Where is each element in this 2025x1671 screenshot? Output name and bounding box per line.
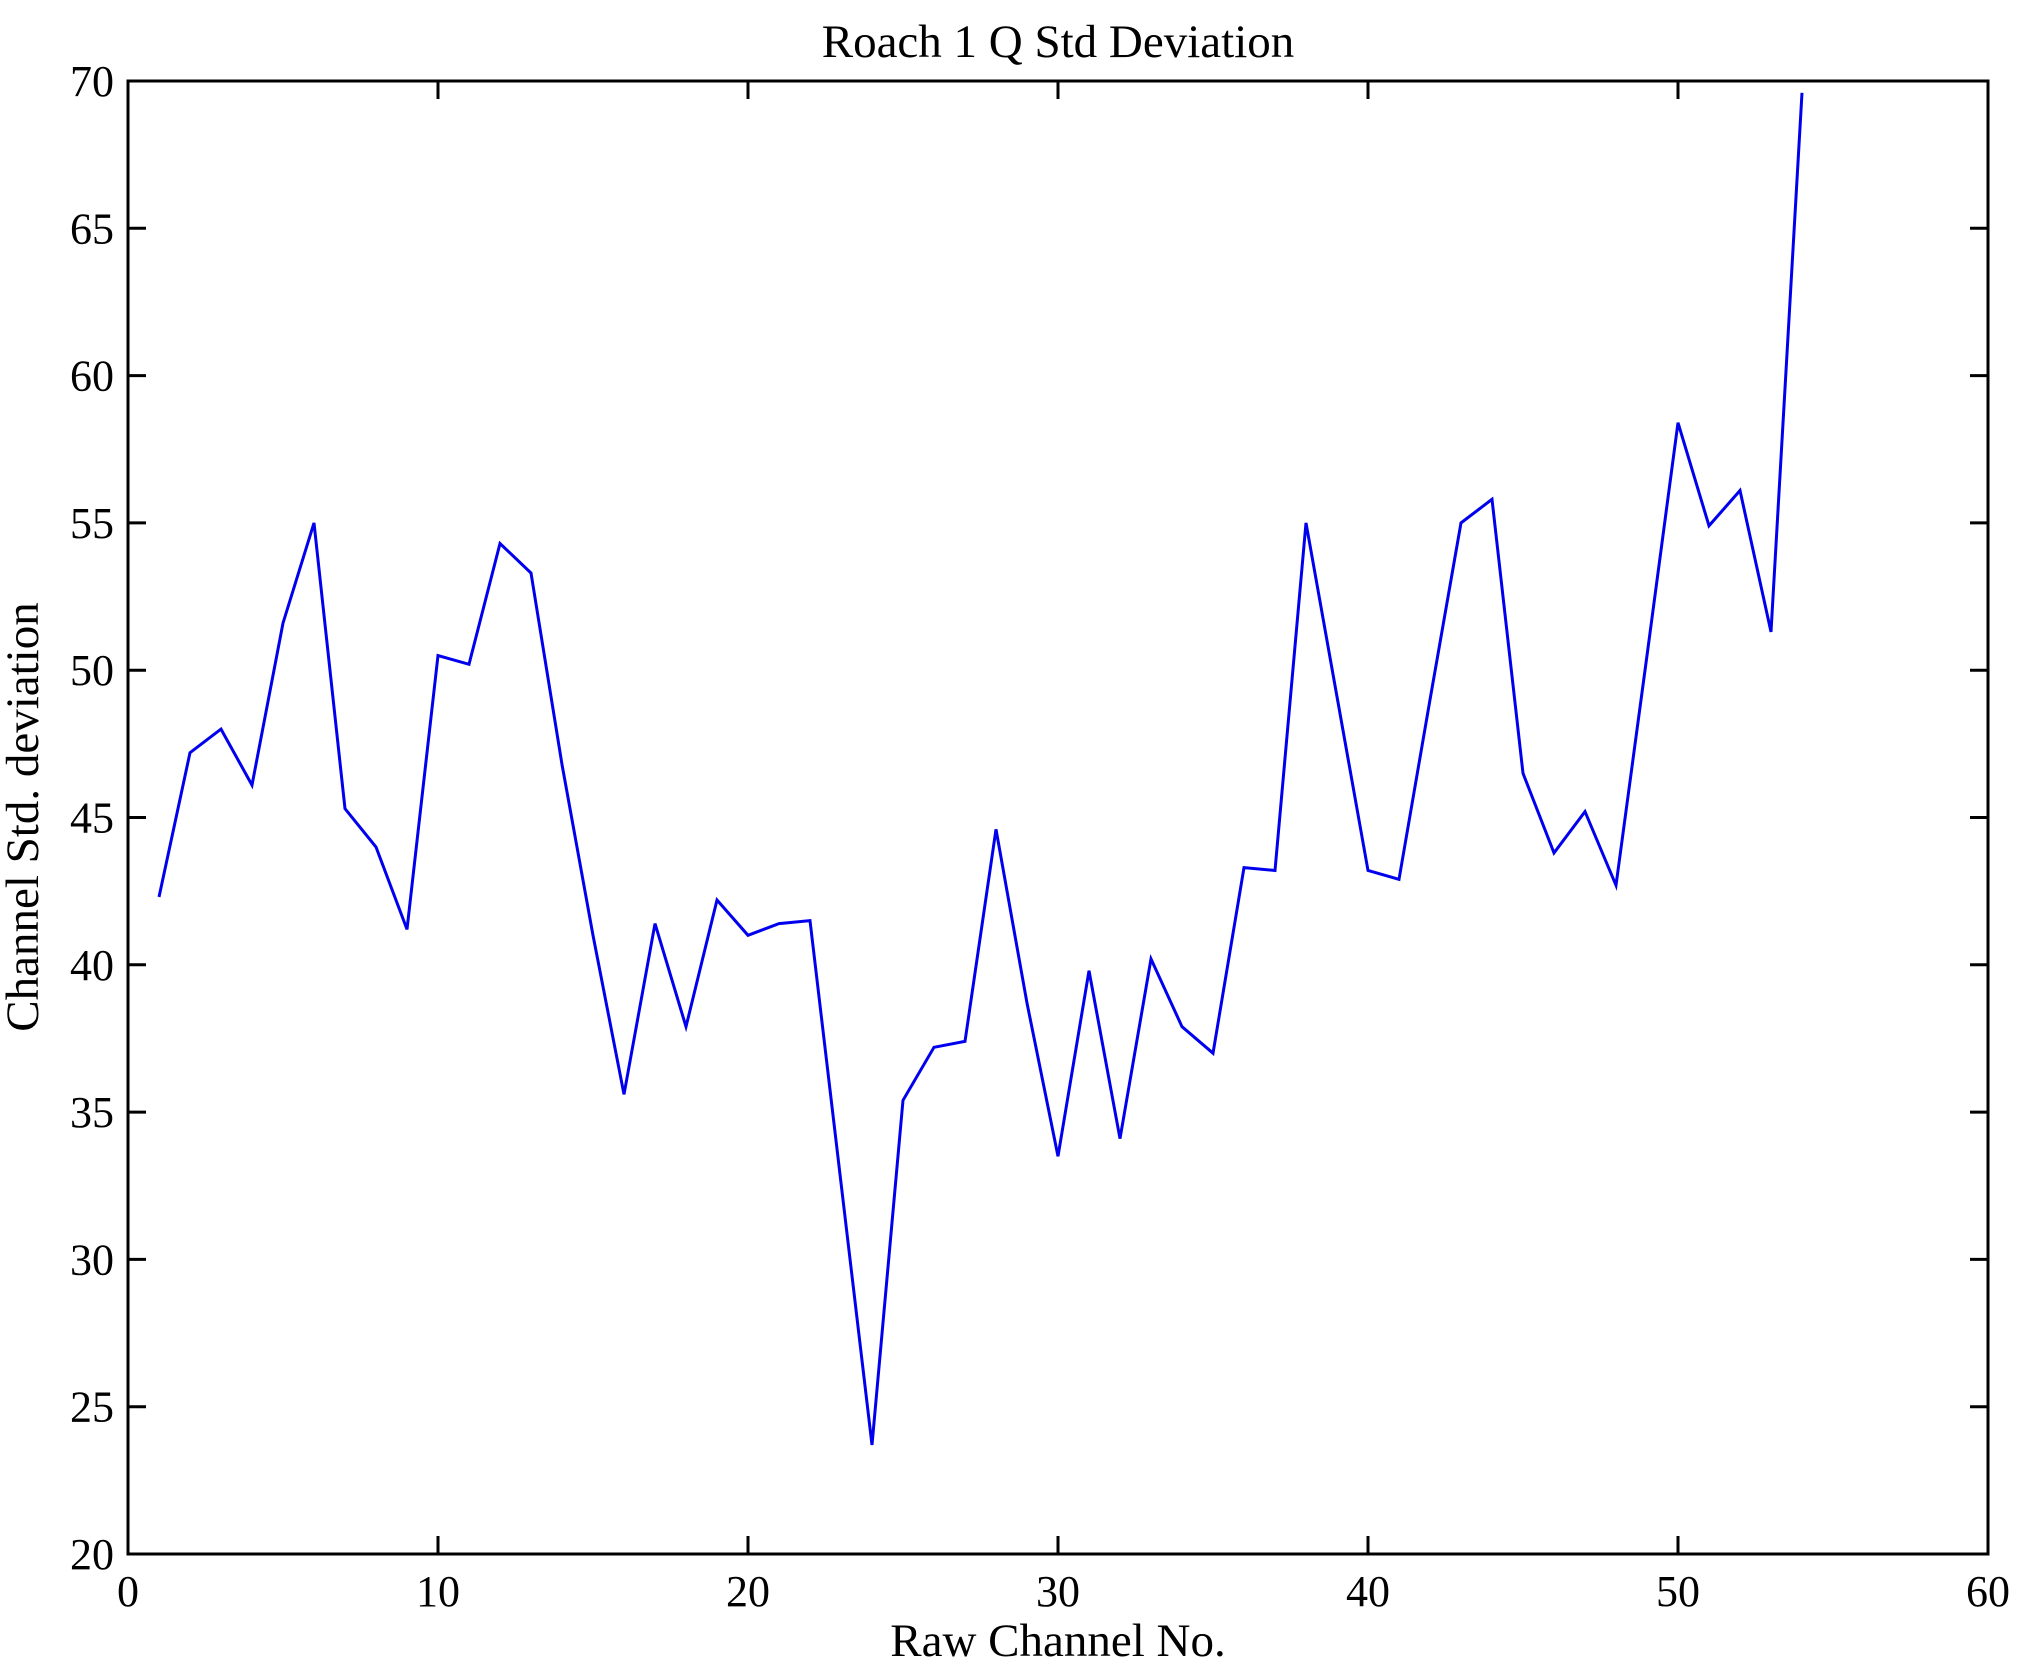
chart-title: Roach 1 Q Std Deviation <box>822 16 1295 68</box>
x-tick-label: 30 <box>1036 1567 1080 1616</box>
x-tick-label: 20 <box>726 1567 770 1616</box>
y-axis-label: Channel Std. deviation <box>0 602 49 1031</box>
y-tick-label: 25 <box>70 1383 114 1432</box>
y-tick-label: 35 <box>70 1088 114 1137</box>
y-tick-label: 45 <box>70 794 114 843</box>
y-tick-label: 60 <box>70 352 114 401</box>
y-tick-label: 50 <box>70 646 114 695</box>
data-line <box>157 92 1804 1446</box>
y-tick-label: 55 <box>70 499 114 548</box>
axis-box <box>126 79 1990 1556</box>
x-axis-label: Raw Channel No. <box>890 1615 1225 1667</box>
x-tick-label: 10 <box>416 1567 460 1616</box>
plot-area: 0 10 20 30 40 50 60 20 25 30 35 40 45 50 55 60 65 70 <box>70 57 2010 1616</box>
x-tick-label: 0 <box>117 1567 139 1616</box>
x-tick-label: 50 <box>1656 1567 1700 1616</box>
y-tick-label: 70 <box>70 57 114 106</box>
y-tick-label: 65 <box>70 204 114 253</box>
x-tick-label: 60 <box>1966 1567 2010 1616</box>
y-tick-label: 20 <box>70 1530 114 1579</box>
y-tick-label: 40 <box>70 941 114 990</box>
x-tick-label: 40 <box>1346 1567 1390 1616</box>
y-tick-label: 30 <box>70 1235 114 1284</box>
